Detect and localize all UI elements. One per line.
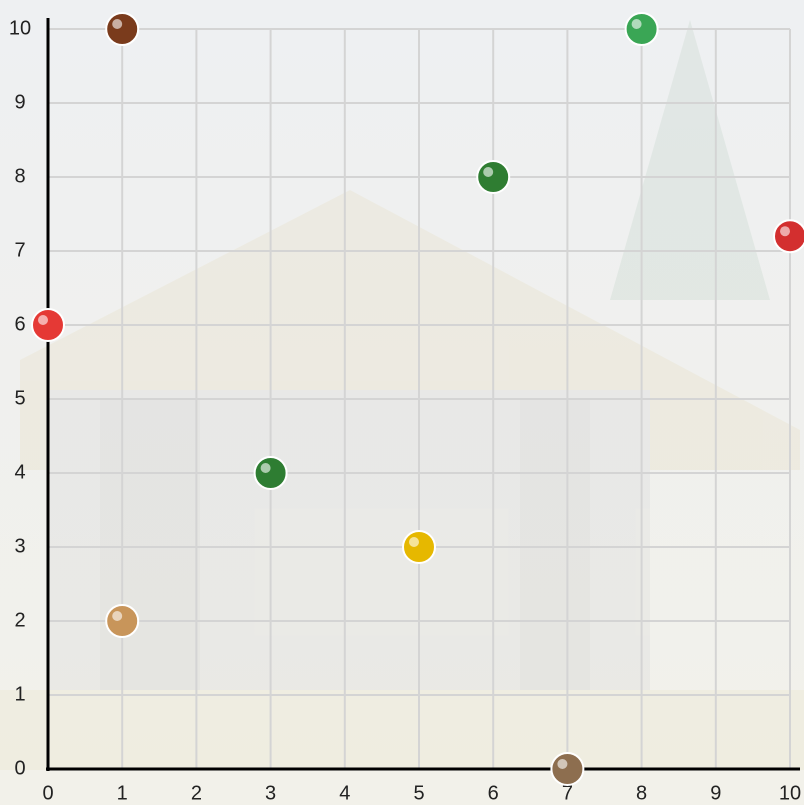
- y-tick-label: 7: [14, 239, 25, 261]
- icon-shape: [476, 160, 511, 194]
- y-tick-label: 4: [14, 461, 25, 483]
- y-tick-label: 6: [14, 313, 25, 335]
- icon-shape: [105, 604, 140, 638]
- point-icon: [550, 752, 585, 786]
- icon-highlight: [260, 463, 271, 473]
- point-icon: [402, 530, 436, 564]
- icon-highlight: [409, 537, 419, 547]
- icon-highlight: [112, 19, 123, 29]
- icon-shape: [105, 12, 140, 46]
- icon-shape: [773, 219, 804, 254]
- point-icon: [105, 604, 140, 638]
- x-tick-label: 0: [42, 782, 53, 804]
- point-icon: [773, 219, 804, 254]
- x-tick-label: 1: [117, 782, 128, 804]
- icon-highlight: [483, 167, 494, 177]
- x-tick-label: 3: [265, 782, 276, 804]
- point-icon: [253, 456, 288, 490]
- y-tick-label: 5: [14, 387, 25, 409]
- icon-shape: [550, 752, 585, 786]
- icon-highlight: [112, 611, 123, 621]
- y-tick-label: 10: [9, 17, 31, 39]
- icon-shape: [31, 308, 65, 342]
- x-tick-label: 5: [413, 782, 424, 804]
- y-tick-label: 8: [14, 165, 25, 187]
- point-icon: [105, 12, 140, 46]
- y-tick-label: 1: [14, 683, 25, 705]
- icon-highlight: [38, 315, 48, 325]
- point-icon: [31, 308, 65, 342]
- x-tick-label: 7: [562, 782, 573, 804]
- y-tick-label: 0: [14, 757, 25, 779]
- icon-shape: [253, 456, 288, 490]
- x-tick-label: 2: [191, 782, 202, 804]
- point-icon: [476, 160, 511, 194]
- icon-highlight: [780, 226, 790, 237]
- icon-shape: [402, 530, 436, 564]
- x-tick-label: 9: [710, 782, 721, 804]
- x-tick-label: 4: [339, 782, 350, 804]
- point-icon: [624, 12, 659, 46]
- x-tick-label: 6: [488, 782, 499, 804]
- y-tick-label: 2: [14, 609, 25, 631]
- x-tick-label: 10: [779, 782, 801, 804]
- y-tick-label: 3: [14, 535, 25, 557]
- icon-shape: [624, 12, 659, 46]
- icon-highlight: [557, 759, 568, 769]
- y-tick-label: 9: [14, 91, 25, 113]
- x-tick-label: 8: [636, 782, 647, 804]
- icon-highlight: [631, 19, 642, 29]
